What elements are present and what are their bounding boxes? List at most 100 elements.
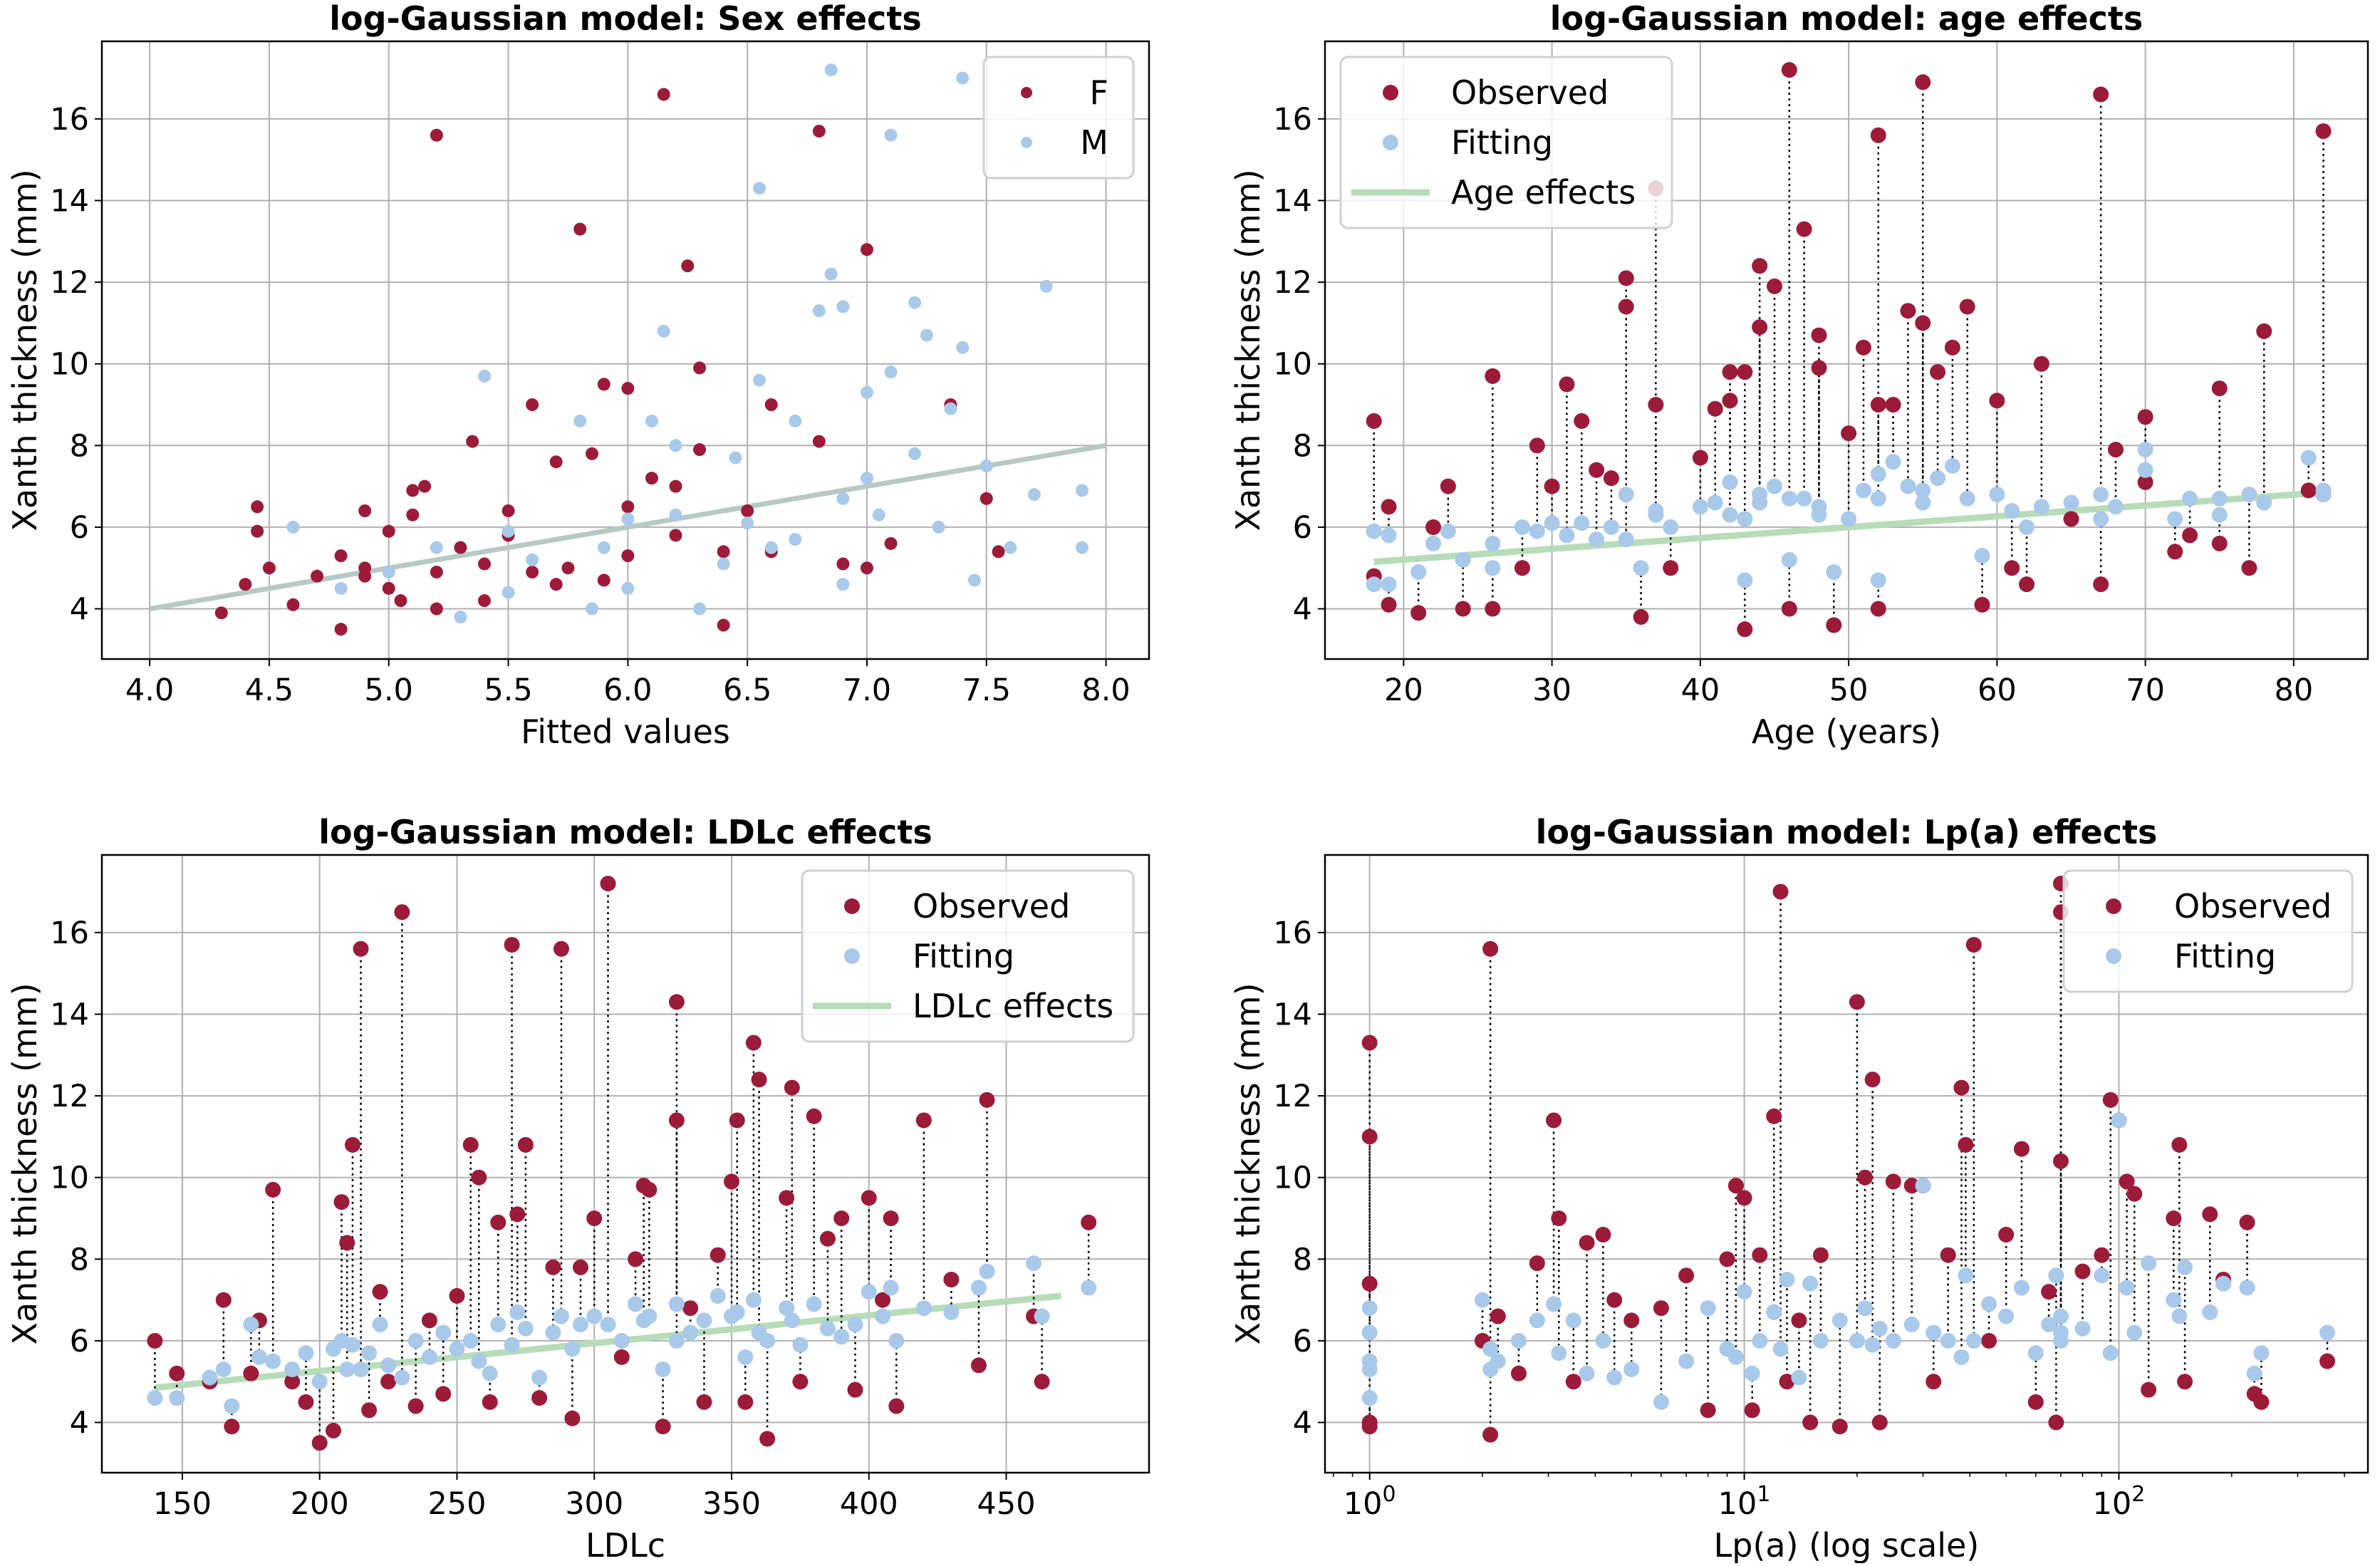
- point-observed: [729, 1112, 745, 1129]
- point-observed: [482, 1394, 498, 1410]
- point-observed: [2171, 1136, 2188, 1153]
- point-m: [979, 459, 993, 472]
- point-m: [824, 63, 838, 77]
- point-m: [430, 541, 443, 554]
- point-fitting: [2137, 442, 2153, 458]
- point-fitting: [1857, 1300, 1874, 1317]
- x-tick-label: 102: [2093, 1482, 2146, 1522]
- point-fitting: [1574, 515, 1590, 531]
- point-f: [477, 557, 491, 571]
- point-fitting: [1653, 1394, 1669, 1410]
- point-fitting: [531, 1369, 548, 1386]
- y-tick-label: 8: [1293, 428, 1312, 464]
- point-f: [621, 382, 635, 395]
- point-fitting: [2177, 1259, 2193, 1275]
- point-fitting: [1849, 1332, 1865, 1349]
- point-fitting: [2256, 494, 2272, 511]
- point-m: [454, 610, 467, 623]
- point-observed: [883, 1210, 899, 1226]
- point-fitting: [2094, 1267, 2110, 1284]
- point-m: [789, 533, 802, 546]
- legend-label: F: [1090, 73, 1108, 112]
- x-tick-label: 200: [291, 1486, 349, 1522]
- point-observed: [344, 1136, 360, 1153]
- point-f: [549, 578, 563, 591]
- point-f: [334, 623, 348, 636]
- point-m: [382, 565, 395, 579]
- point-observed: [2107, 442, 2124, 458]
- legend-box: [2062, 869, 2354, 993]
- point-m: [741, 517, 754, 530]
- point-fitting: [888, 1332, 905, 1349]
- legend-box: [1339, 56, 1673, 229]
- point-fitting: [1482, 1341, 1499, 1357]
- point-f: [382, 581, 395, 595]
- point-observed: [745, 1035, 762, 1051]
- point-fitting: [1885, 454, 1901, 470]
- point-observed: [1900, 303, 1916, 319]
- point-fitting: [806, 1296, 822, 1312]
- legend-label: Age effects: [1451, 173, 1636, 212]
- point-m: [812, 304, 826, 318]
- point-observed: [875, 1292, 891, 1308]
- point-fitting: [224, 1398, 240, 1414]
- point-observed: [1633, 608, 1649, 625]
- point-observed: [339, 1235, 355, 1251]
- legend-marker-f: [1021, 87, 1032, 98]
- point-f: [741, 504, 754, 517]
- point-fitting: [1707, 494, 1723, 511]
- point-fitting: [1885, 1332, 1901, 1349]
- y-tick-label: 4: [1293, 1406, 1312, 1441]
- point-observed: [2013, 1141, 2030, 1157]
- legend: Observed Fitting LDLc effects: [801, 869, 1135, 1043]
- point-observed: [1930, 364, 1946, 380]
- point-fitting: [202, 1369, 218, 1386]
- point-observed: [737, 1394, 754, 1410]
- point-fitting: [1841, 511, 1857, 527]
- point-observed: [586, 1210, 603, 1226]
- point-fitting: [339, 1362, 355, 1378]
- point-f: [979, 492, 993, 505]
- point-fitting: [572, 1316, 588, 1332]
- point-fitting: [564, 1341, 581, 1357]
- point-observed: [333, 1194, 350, 1210]
- point-observed: [1781, 62, 1797, 78]
- y-tick-label: 14: [1273, 183, 1312, 219]
- point-fitting: [169, 1390, 185, 1406]
- point-f: [286, 598, 300, 611]
- x-tick-label: 50: [1829, 673, 1869, 708]
- subplot-3: 150 200 250 300 350 400 450 4 6 8 10 12 14 16 log-Gaus…: [6, 813, 1150, 1565]
- point-f: [406, 508, 420, 522]
- point-fitting: [372, 1316, 388, 1332]
- point-m: [824, 267, 838, 281]
- data-marks: [149, 63, 1107, 636]
- point-f: [884, 536, 898, 550]
- point-fitting: [641, 1308, 658, 1324]
- point-m: [789, 414, 802, 427]
- x-tick-label: 6.5: [723, 673, 771, 708]
- point-observed: [943, 1271, 960, 1287]
- point-fitting: [600, 1316, 616, 1332]
- point-fitting: [215, 1362, 232, 1378]
- point-observed: [353, 940, 369, 957]
- point-observed: [1791, 1312, 1807, 1329]
- point-observed: [394, 904, 410, 921]
- point-observed: [1744, 1402, 1760, 1419]
- point-fitting: [1663, 519, 1679, 535]
- point-f: [860, 561, 873, 575]
- point-fitting: [1871, 1320, 1888, 1337]
- point-f: [418, 479, 432, 493]
- point-fitting: [1529, 523, 1545, 539]
- point-m: [1039, 279, 1053, 293]
- point-fitting: [1410, 564, 1427, 580]
- y-axis-label: Xanth thickness (mm): [6, 982, 44, 1344]
- point-observed: [1965, 937, 1982, 953]
- point-m: [884, 365, 898, 379]
- point-f: [597, 574, 610, 587]
- point-fitting: [1903, 1316, 1920, 1332]
- point-fitting: [710, 1287, 726, 1304]
- point-f: [214, 606, 228, 620]
- point-fitting: [1779, 1271, 1795, 1287]
- x-tick-label: 4.0: [125, 673, 174, 708]
- point-observed: [1989, 393, 2005, 409]
